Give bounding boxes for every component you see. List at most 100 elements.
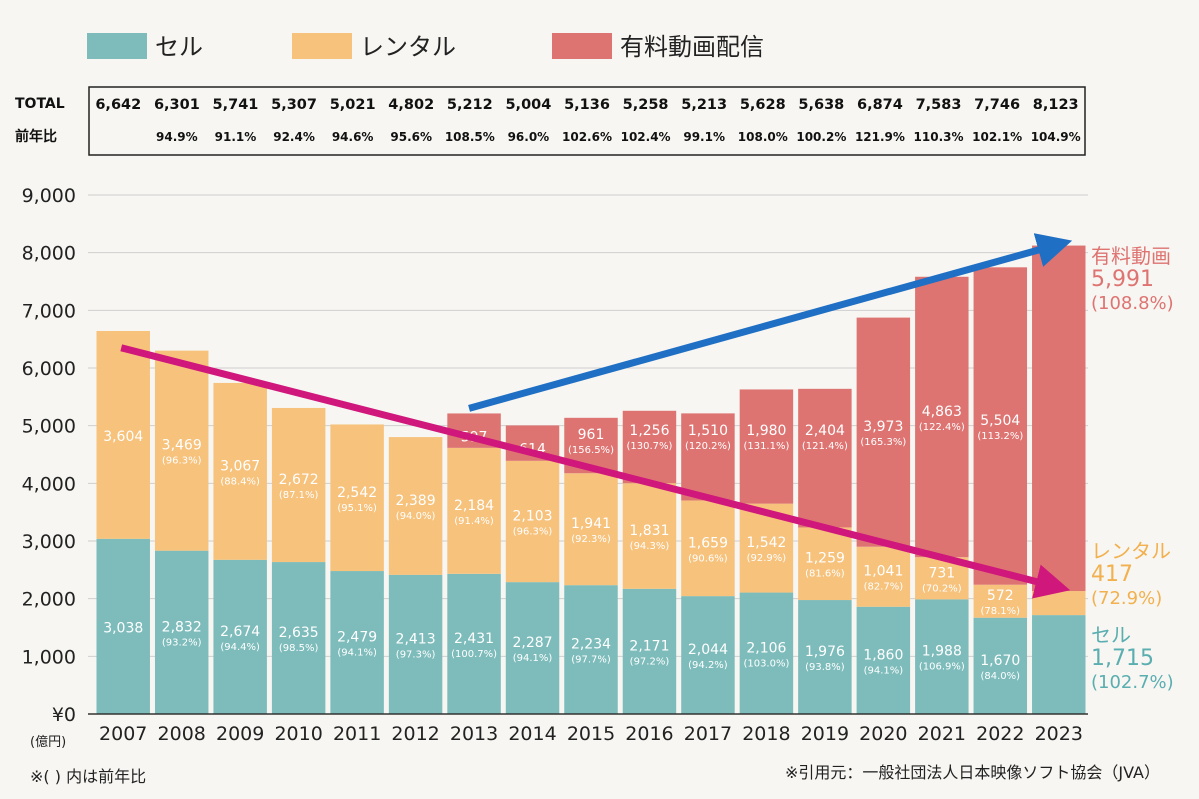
table-total-cell: 6,642 [95, 97, 141, 113]
bar-value-label: 572 [987, 588, 1014, 604]
bar-value-label: 3,973 [863, 419, 903, 435]
table-yoy-cell: 94.9% [156, 130, 198, 144]
bar-value-label: 1,259 [805, 551, 845, 567]
annotation-line: (108.8%) [1091, 293, 1174, 314]
bar-yoy-label: (156.5%) [568, 445, 614, 456]
bar-yoy-label: (96.3%) [513, 526, 553, 537]
bar-segment-rental [622, 483, 677, 589]
bar-segment-sell [973, 617, 1028, 714]
bar-value-label: 2,479 [337, 630, 377, 646]
x-tick-label: 2014 [508, 723, 556, 745]
bar-yoy-label: (121.4%) [802, 441, 848, 452]
bar-segment-sell [96, 538, 150, 714]
bar-yoy-label: (97.2%) [630, 656, 670, 667]
y-tick-label: 6,000 [22, 358, 76, 380]
annotation-line: (102.7%) [1091, 672, 1174, 693]
bar-value-label: 2,389 [396, 493, 436, 509]
bar-segment-streaming [739, 389, 794, 504]
bar-yoy-label: (94.0%) [396, 511, 436, 522]
bar-segment-sell [1032, 615, 1086, 714]
table-total-cell: 5,021 [330, 97, 376, 113]
bar-yoy-label: (81.6%) [805, 569, 845, 580]
bar-yoy-label: (95.1%) [337, 503, 377, 514]
bar-segment-rental [388, 437, 443, 575]
table-yoy-cell: 121.9% [855, 130, 905, 144]
table-yoy-cell: 108.5% [445, 130, 495, 144]
x-tick-label: 2008 [158, 723, 206, 745]
bar-segment-rental [330, 424, 384, 572]
bar-segment-rental [154, 350, 209, 551]
bar-value-label: 2,674 [220, 624, 260, 640]
bar-segment-rental [681, 500, 735, 597]
bar-segment-streaming [622, 410, 677, 484]
y-tick-label: 2,000 [22, 589, 76, 611]
bar-value-label: 2,431 [454, 631, 494, 647]
bar-segment-sell [271, 562, 326, 714]
bar-value-label: 2,832 [162, 619, 202, 635]
bars: 3,038 3,604 2,832 (93.2%) 3,469 (96.3%) 2,674 (… [96, 245, 1086, 714]
bar-value-label: 3,469 [162, 438, 202, 454]
bar-yoy-label: (106.9%) [919, 662, 965, 673]
footnote-source: ※引用元：一般社団法人日本映像ソフト協会（JVA） [785, 763, 1160, 782]
bar-segment-rental [505, 460, 560, 583]
x-tick-label: 2007 [99, 723, 147, 745]
bar-yoy-label: (70.2%) [922, 583, 962, 594]
x-tick-label: 2013 [450, 723, 498, 745]
table-yoy-cell: 91.1% [215, 130, 257, 144]
x-tick-label: 2019 [801, 723, 849, 745]
bar-value-label: 1,976 [805, 644, 845, 660]
bar-segment-sell [622, 588, 677, 714]
bar-value-label: 2,044 [688, 642, 728, 658]
bar-value-label: 2,404 [805, 423, 845, 439]
footnote-yoy: ※( ) 内は前年比 [30, 767, 146, 786]
x-tick-label: 2011 [333, 723, 381, 745]
table-total-cell: 5,004 [505, 97, 551, 113]
bar-value-label: 2,184 [454, 498, 494, 514]
bar-value-label: 1,980 [746, 423, 786, 439]
bar-value-label: 1,041 [863, 564, 903, 580]
bar-value-label: 2,542 [337, 485, 377, 501]
bar-value-label: 1,542 [746, 535, 786, 551]
table-total-cell: 5,741 [213, 97, 259, 113]
bar-value-label: 2,234 [571, 637, 611, 653]
table-yoy-label: 前年比 [15, 128, 57, 145]
y-tick-label: 5,000 [22, 416, 76, 438]
bar-yoy-label: (87.1%) [279, 490, 319, 501]
annotation-line: (72.9%) [1091, 588, 1162, 609]
bar-segment-rental [798, 527, 852, 601]
bar-segment-rental [564, 473, 618, 586]
bar-value-label: 731 [928, 565, 955, 581]
legend-label-streaming: 有料動画配信 [620, 33, 764, 61]
bar-yoy-label: (78.1%) [981, 606, 1021, 617]
bar-yoy-label: (130.7%) [627, 441, 673, 452]
bar-yoy-label: (94.1%) [864, 665, 904, 676]
table-yoy-cell: 102.6% [562, 130, 612, 144]
bar-segment-rental [447, 447, 501, 574]
physical-decline-arrow [120, 344, 1071, 599]
bar-yoy-label: (90.6%) [688, 553, 728, 564]
table-total-cell: 5,136 [564, 97, 610, 113]
bar-segment-rental [973, 584, 1028, 618]
legend-swatch-streaming [552, 33, 612, 59]
annotation-line: レンタル [1091, 539, 1171, 563]
annotation-line: セル [1091, 623, 1131, 647]
table-total-cell: 5,212 [447, 97, 493, 113]
streaming-growth-arrow [468, 233, 1073, 412]
table-total-cell: 5,258 [623, 97, 669, 113]
y-tick-label: 7,000 [22, 300, 76, 322]
table-frame [88, 86, 1086, 156]
legend-swatch-rental [292, 33, 352, 59]
legend-label-sell: セル [155, 33, 203, 61]
bar-value-label: 2,672 [279, 472, 319, 488]
x-tick-label: 2015 [567, 723, 615, 745]
bar-value-label: 2,103 [512, 508, 552, 524]
bar-yoy-label: (93.8%) [805, 662, 845, 673]
bar-yoy-label: (93.2%) [162, 637, 202, 648]
bar-value-label: 1,860 [863, 647, 903, 663]
bar-value-label: 2,106 [746, 640, 786, 656]
y-tick-label: ¥0 [52, 704, 76, 726]
bar-yoy-label: (131.1%) [743, 441, 789, 452]
bar-segment-rental [856, 546, 911, 607]
table-total-label: TOTAL [15, 96, 65, 112]
